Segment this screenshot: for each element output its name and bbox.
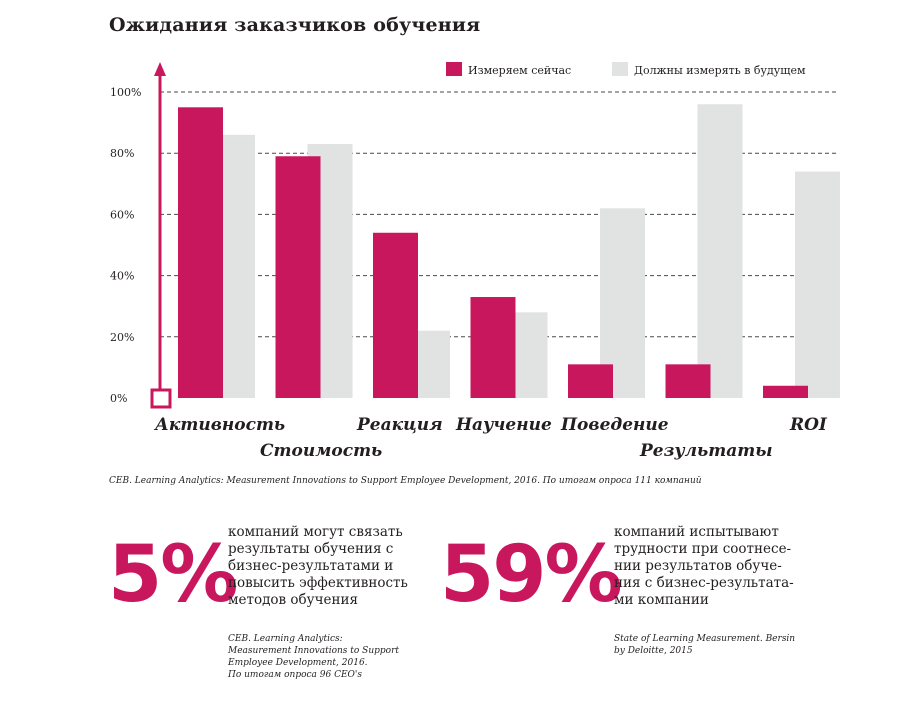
x-tick-label: Стоимость — [260, 441, 382, 461]
legend-label: Должны измерять в будущем — [634, 64, 806, 77]
stat-text-1: компаний могут связать результаты обучен… — [228, 524, 408, 608]
bars — [178, 104, 840, 399]
bar — [697, 104, 743, 399]
bar-chart: 0% 20% 40% 60% 80% 100% Активность Стоимость Ре… — [110, 62, 840, 461]
bar — [178, 107, 223, 399]
legend-swatch — [446, 62, 462, 76]
y-tick-label: 40% — [110, 270, 134, 283]
bar — [763, 385, 808, 398]
bar — [568, 364, 613, 398]
y-tick-label: 20% — [110, 331, 134, 344]
x-tick-label: Результаты — [639, 441, 773, 461]
chart-source: CEB. Learning Analytics: Measurement Inn… — [109, 476, 702, 486]
axis-origin-box — [150, 388, 172, 409]
bar — [470, 297, 516, 398]
stat-text-2: компаний испытывают трудности при соотне… — [614, 524, 794, 608]
bar — [795, 171, 840, 398]
bar — [373, 232, 418, 398]
x-tick-label: Активность — [153, 415, 285, 435]
y-tick-label: 80% — [110, 147, 134, 160]
y-axis: 0% 20% 40% 60% 80% 100% — [110, 62, 172, 409]
x-tick-label: Научение — [455, 415, 552, 435]
stat-source-2: State of Learning Measurement. Bersin by… — [614, 634, 796, 656]
chart-title: Ожидания заказчиков обучения — [109, 14, 481, 36]
x-tick-label: Поведение — [560, 415, 669, 435]
stat-value-2: 59% — [440, 530, 623, 620]
legend-label: Измеряем сейчас — [468, 64, 571, 77]
stat-value-1: 5% — [108, 530, 238, 620]
y-tick-label: 0% — [110, 392, 127, 405]
bar — [275, 156, 321, 398]
x-tick-label: Реакция — [356, 415, 443, 435]
y-axis-arrow — [154, 62, 166, 76]
y-tick-label: 60% — [110, 208, 134, 221]
bar — [665, 364, 711, 398]
legend-swatch — [612, 62, 628, 76]
stat-source-1: CEB. Learning Analytics: Measurement Inn… — [228, 634, 400, 680]
x-axis-labels: Активность Стоимость Реакция Научение Поведе… — [153, 415, 828, 461]
x-tick-label: ROI — [789, 415, 828, 435]
y-tick-label: 100% — [110, 86, 141, 99]
legend: Измеряем сейчас Должны измерять в будущем — [446, 62, 806, 77]
